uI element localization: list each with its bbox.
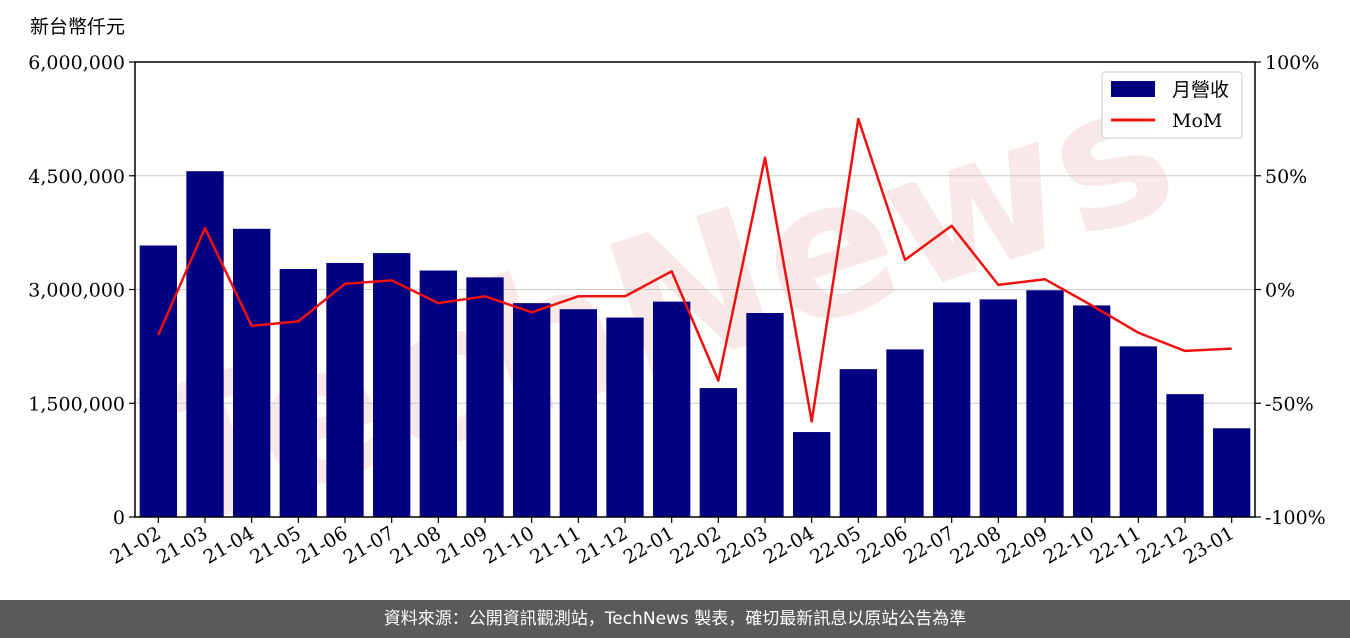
x-tick-label: 21-09 [433,522,491,568]
revenue-bar [793,432,831,517]
x-tick-label: 22-10 [1040,522,1098,568]
revenue-bar [326,262,364,517]
revenue-bar [979,299,1017,517]
revenue-bar [466,277,504,517]
right-tick-label: -50% [1265,393,1314,415]
mom-series-line [157,117,1232,423]
legend-label-mom: MoM [1172,110,1222,132]
revenue-bar [279,269,317,517]
revenue-bar [746,313,784,517]
x-tick-label: 22-02 [666,522,724,568]
legend-label-revenue: 月營收 [1172,79,1229,101]
left-tick-label: 0 [113,507,125,529]
x-tick-label: 21-10 [480,522,538,568]
x-tick-label: 21-08 [386,522,444,568]
x-tick-label: 22-07 [900,522,958,568]
revenue-bar [699,388,737,517]
revenue-bar [373,253,411,517]
revenue-bar [233,228,271,518]
grid [135,175,1255,404]
bars [139,171,1251,518]
right-tick-label: -100% [1265,507,1326,529]
revenue-bar [933,302,971,517]
x-tick-label: 22-05 [806,522,864,568]
legend-swatch-revenue [1111,81,1155,97]
x-tick-label: 22-04 [760,522,818,568]
revenue-bar [1213,428,1251,517]
revenue-bar [139,245,177,517]
revenue-bar [653,301,691,517]
x-tick-label: 22-09 [993,522,1051,568]
revenue-bar [606,317,644,517]
x-tick-label: 21-12 [573,522,631,568]
left-tick-label: 3,000,000 [28,280,125,302]
x-tick-label: 22-11 [1086,522,1144,568]
revenue-bar [1166,394,1204,517]
left-tick-label: 6,000,000 [28,52,125,74]
source-footer: 資料來源：公開資訊觀測站，TechNews 製表，確切最新訊息以原站公告為準 [0,600,1350,638]
revenue-bar [559,309,597,517]
revenue-bar [839,369,877,517]
revenue-bar [1073,305,1111,517]
right-tick-label: 0% [1265,280,1295,302]
revenue-bar [513,303,551,517]
x-tick-label: 21-02 [106,522,164,568]
x-tick-label: 22-03 [713,522,771,568]
x-tick-label: 22-01 [620,522,678,568]
x-tick-label: 21-11 [526,522,584,568]
x-tick-label: 23-01 [1180,522,1238,568]
revenue-bar [1026,290,1064,517]
revenue-bar [186,171,224,517]
x-tick-label: 22-08 [946,522,1004,568]
revenue-bar [886,349,924,517]
chart: TechNews 0 1,500,000 3,000,000 4,500,000 6,0… [28,16,1326,573]
revenue-bar [1119,346,1157,517]
chart-svg: TechNews 01,500,0003,000,0004,500,0006,0… [28,16,1326,573]
x-tick-label: 22-12 [1133,522,1191,568]
x-tick-label: 21-07 [340,522,398,568]
right-tick-label: 50% [1265,166,1307,188]
revenue-bar [419,270,457,517]
legend: 月營收 MoM [1101,71,1243,139]
y-axis-label: 新台幣仟元 [30,16,125,38]
x-tick-label: 22-06 [853,522,911,568]
mom-line [157,117,1232,423]
left-tick-label: 1,500,000 [28,393,125,415]
left-tick-label: 4,500,000 [28,166,125,188]
right-tick-label: 100% [1265,52,1319,74]
